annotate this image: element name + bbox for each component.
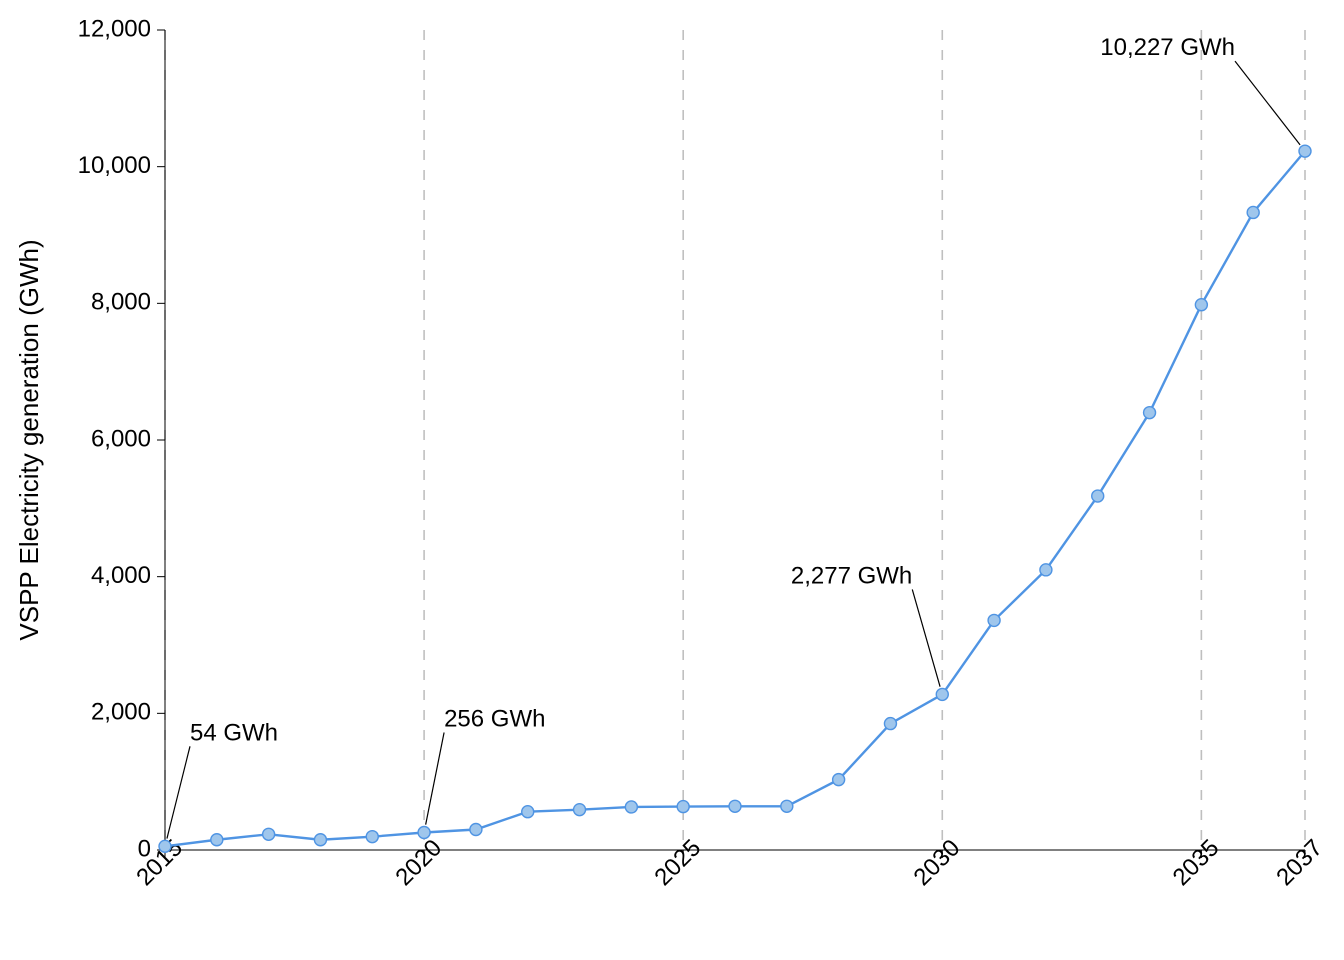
series-line [165, 151, 1305, 846]
data-point [211, 834, 223, 846]
data-point [884, 718, 896, 730]
data-point [314, 834, 326, 846]
y-tick-label: 10,000 [78, 152, 151, 179]
data-point [1092, 490, 1104, 502]
annotation-label: 54 GWh [190, 719, 278, 746]
data-point [625, 801, 637, 813]
annotation-label: 10,227 GWh [1100, 34, 1235, 61]
line-chart: 02,0004,0006,0008,00010,00012,0002015202… [0, 0, 1344, 960]
data-point [418, 827, 430, 839]
y-tick-label: 4,000 [91, 562, 151, 589]
data-point [159, 840, 171, 852]
data-point [1195, 299, 1207, 311]
x-tick-label: 2025 [649, 834, 706, 891]
y-tick-label: 12,000 [78, 15, 151, 42]
y-tick-label: 8,000 [91, 289, 151, 316]
annotation-leader [426, 733, 444, 825]
data-point [988, 614, 1000, 626]
data-point [936, 688, 948, 700]
data-point [729, 800, 741, 812]
data-point [1040, 564, 1052, 576]
annotation-label: 256 GWh [444, 706, 545, 733]
annotation-label: 2,277 GWh [791, 562, 912, 589]
data-point [677, 801, 689, 813]
annotation-leader [167, 746, 190, 838]
data-point [1299, 145, 1311, 157]
data-point [781, 800, 793, 812]
data-point [470, 824, 482, 836]
data-point [1247, 206, 1259, 218]
x-tick-label: 2020 [390, 834, 447, 891]
data-point [574, 804, 586, 816]
y-axis-label: VSPP Electricity generation (GWh) [14, 239, 44, 640]
y-tick-label: 2,000 [91, 699, 151, 726]
data-point [522, 806, 534, 818]
x-tick-label: 2030 [909, 834, 966, 891]
data-point [263, 828, 275, 840]
x-tick-label: 2037 [1271, 834, 1328, 891]
data-point [366, 831, 378, 843]
data-point [833, 774, 845, 786]
annotation-leader [1235, 61, 1300, 145]
data-point [1144, 407, 1156, 419]
annotation-leader [912, 589, 940, 686]
y-tick-label: 6,000 [91, 425, 151, 452]
x-tick-label: 2035 [1168, 834, 1225, 891]
